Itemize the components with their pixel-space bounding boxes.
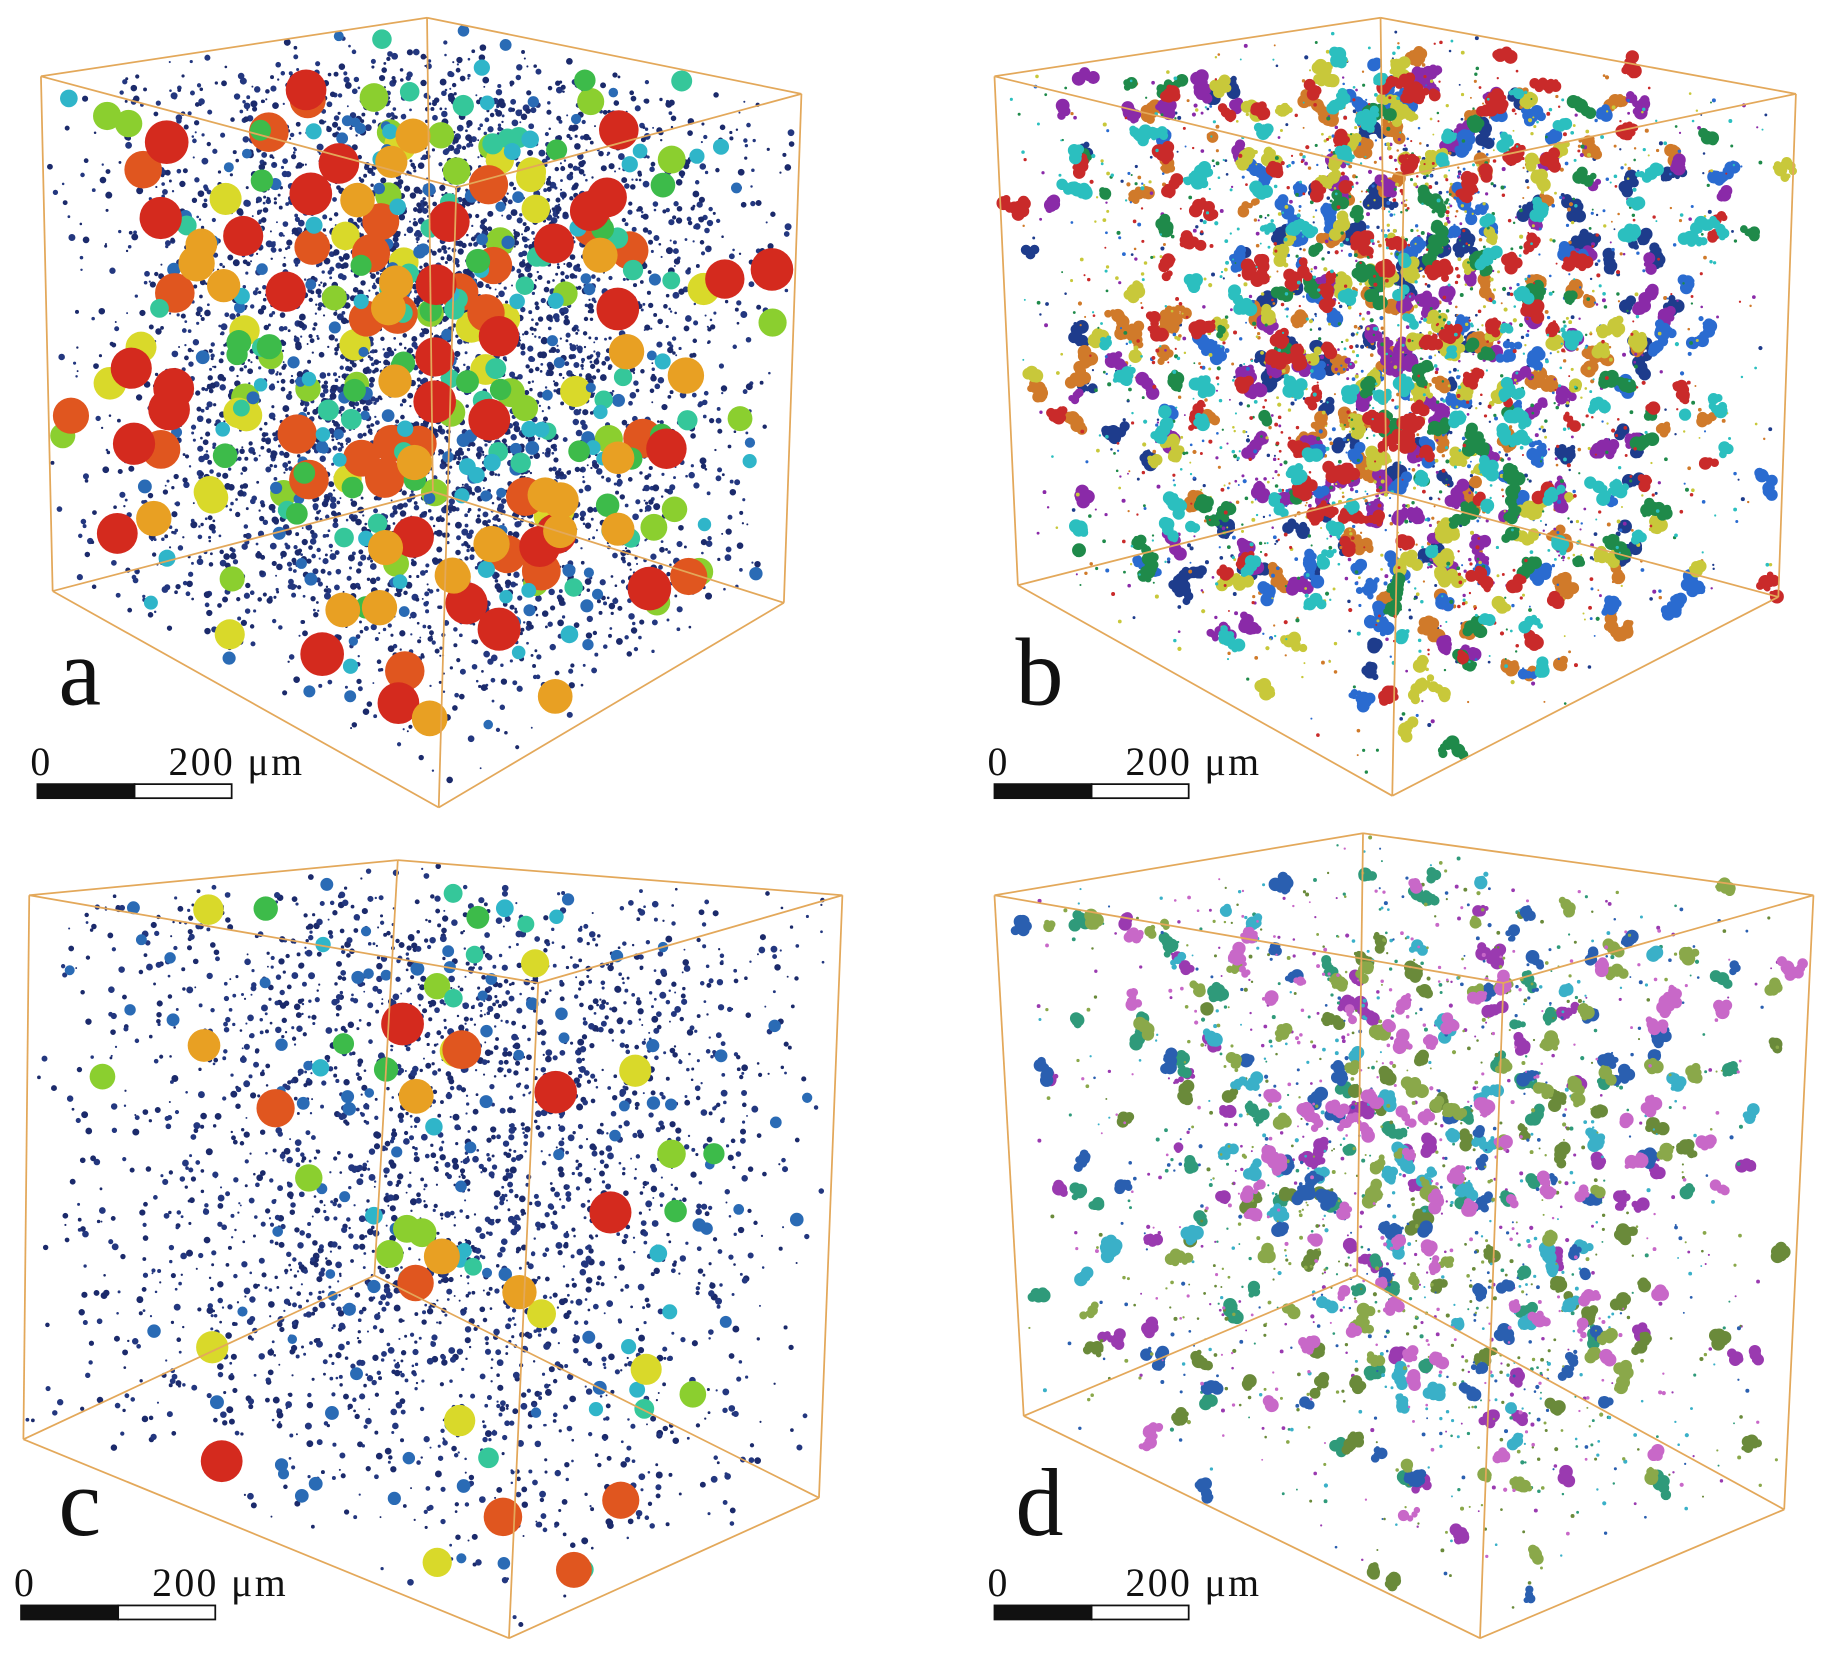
cube-edge (818, 895, 844, 1498)
cube-edge (52, 590, 440, 809)
scale-bar-white (117, 1604, 217, 1621)
scale-bar-white (133, 783, 233, 800)
cube-edge (40, 76, 54, 592)
panel: b0 200 μm (987, 16, 1797, 800)
pore-cloud (50, 83, 787, 616)
scale-bar-black (20, 1604, 120, 1621)
scale-end: 200 μm (168, 740, 304, 784)
cube-edge (437, 187, 458, 808)
cube-edge (1380, 16, 1797, 95)
pore-cloud (996, 40, 1784, 737)
cube-edge (1479, 982, 1505, 1639)
pore-cloud (1010, 847, 1764, 1604)
cube-edge (1379, 17, 1388, 492)
panel-label: b (1016, 620, 1064, 726)
panel-label: d (1016, 1450, 1064, 1556)
cube-edge (993, 895, 1025, 1416)
cube-edge (994, 75, 1405, 177)
panel: a0 200 μm (30, 16, 803, 809)
cube-edge (537, 894, 843, 984)
panel: d0 200 μm (987, 832, 1815, 1640)
scale-end: 200 μm (152, 1561, 288, 1605)
cube-edge (23, 1274, 375, 1441)
cube-edge (22, 895, 31, 1440)
cube-edge (23, 1438, 510, 1640)
scale-end: 200 μm (1126, 1561, 1262, 1605)
panel: c0 200 μm (14, 859, 844, 1640)
scale-bar-black (36, 783, 136, 800)
cube-edge (456, 92, 802, 189)
pore-cloud (1028, 835, 1783, 1570)
cube-edge (40, 75, 457, 189)
scale-bar-black (993, 1604, 1093, 1621)
panel-label: c (58, 1450, 101, 1556)
cube-edge (1017, 584, 1393, 797)
cube-edge (1023, 1274, 1358, 1417)
cube-edge (373, 860, 399, 1276)
cube-edge (373, 1274, 820, 1499)
cube-edge (1783, 895, 1815, 1510)
cube-edge (1356, 833, 1364, 1276)
cube-edge (426, 17, 434, 492)
cube-edge (29, 894, 539, 984)
cube-edge (1386, 490, 1779, 598)
cube-edge (1356, 1274, 1785, 1511)
cube-edge (783, 93, 803, 603)
cube-edge (1023, 1415, 1481, 1639)
cube-edge (508, 982, 540, 1639)
scale-start: 0 (987, 1561, 1009, 1605)
pore-cloud (1036, 877, 1780, 1562)
scale-bar-black (993, 783, 1093, 800)
cube-edge (432, 490, 785, 604)
cube-edge (508, 1497, 820, 1640)
scale-start: 0 (30, 740, 52, 784)
pore-cloud (96, 69, 794, 725)
cube-edge (1503, 894, 1814, 984)
cube-edge (993, 76, 1019, 586)
cube-edge (1391, 596, 1779, 797)
cube-edge (1391, 175, 1405, 796)
pore-cloud (52, 82, 708, 691)
cube-edge (1362, 832, 1814, 897)
scale-bar-white (1090, 1604, 1190, 1621)
cube-edge (438, 602, 785, 809)
cube-edge (52, 490, 434, 592)
cube-edge (1479, 1508, 1785, 1640)
cube-edge (29, 859, 398, 897)
pore-cloud (118, 69, 676, 619)
scale-bar-white (1090, 783, 1190, 800)
scale-start: 0 (987, 740, 1009, 784)
cube-edge (397, 859, 843, 897)
pore-cloud (47, 38, 795, 784)
cube-edge (1017, 490, 1387, 587)
cube-edge (994, 894, 1504, 984)
cube-edge (40, 16, 428, 78)
cube-edge (994, 832, 1364, 897)
cube-edge (994, 16, 1381, 78)
pore-cloud (1022, 42, 1766, 757)
panel-label: a (58, 620, 101, 726)
scale-start: 0 (14, 1561, 36, 1605)
scale-end: 200 μm (1126, 740, 1262, 784)
cube-edge (1403, 92, 1797, 177)
cube-edge (1777, 93, 1797, 597)
cube-edge (426, 16, 802, 95)
pore-cloud (443, 883, 655, 1580)
